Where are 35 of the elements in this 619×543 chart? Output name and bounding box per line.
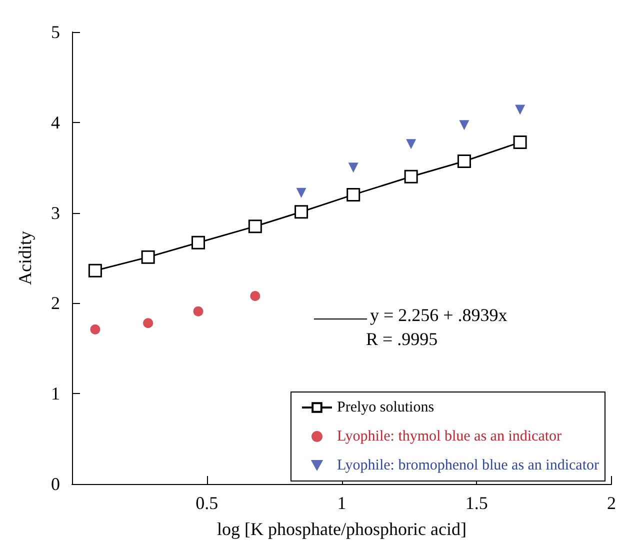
point [404, 170, 418, 184]
x-tick-label: 1 [337, 493, 346, 513]
y-tick-label: 4 [51, 112, 60, 132]
point [141, 250, 155, 264]
point [193, 306, 204, 316]
point [513, 136, 527, 150]
y-tick-label: 5 [51, 22, 60, 42]
annotation: y = 2.256 + .8939x [370, 305, 508, 325]
legend-label: Lyophile: thymol blue as an indicator [336, 428, 562, 444]
point [294, 205, 308, 219]
y-tick-label: 2 [51, 293, 60, 314]
point [346, 188, 360, 202]
point [88, 264, 102, 278]
point [406, 139, 416, 150]
point [457, 154, 471, 168]
x-tick-label: 1.5 [465, 493, 488, 513]
point [191, 236, 205, 250]
point [248, 220, 262, 234]
legend-label: Lyophile: bromophenol blue as an indicator [336, 458, 600, 474]
point [459, 120, 470, 130]
x-tick-label: 2 [607, 493, 616, 513]
point [250, 290, 260, 301]
y-axis-title: Acidity [15, 231, 35, 285]
point [90, 324, 100, 334]
y-tick-label: 1 [51, 384, 60, 404]
y-tick-label: 3 [51, 202, 60, 223]
legend-label: Prelyo solutions [336, 400, 434, 416]
y-tick-label: 0 [51, 474, 60, 494]
point [348, 162, 358, 173]
point [296, 188, 306, 198]
annotation: R = .9995 [366, 329, 438, 349]
x-axis-title: log [K phosphate/phosphoric acid] [217, 519, 466, 539]
point [143, 318, 154, 328]
x-tick-label: 0.5 [196, 493, 218, 513]
point [515, 104, 526, 115]
